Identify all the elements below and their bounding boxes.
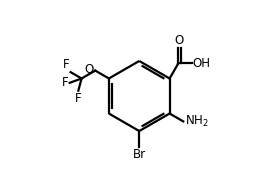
Text: F: F bbox=[75, 92, 82, 105]
Text: F: F bbox=[62, 76, 68, 89]
Text: F: F bbox=[63, 58, 70, 71]
Text: OH: OH bbox=[192, 57, 210, 70]
Text: Br: Br bbox=[133, 148, 146, 161]
Text: O: O bbox=[85, 63, 94, 76]
Text: O: O bbox=[175, 34, 184, 47]
Text: NH$_2$: NH$_2$ bbox=[185, 114, 209, 129]
